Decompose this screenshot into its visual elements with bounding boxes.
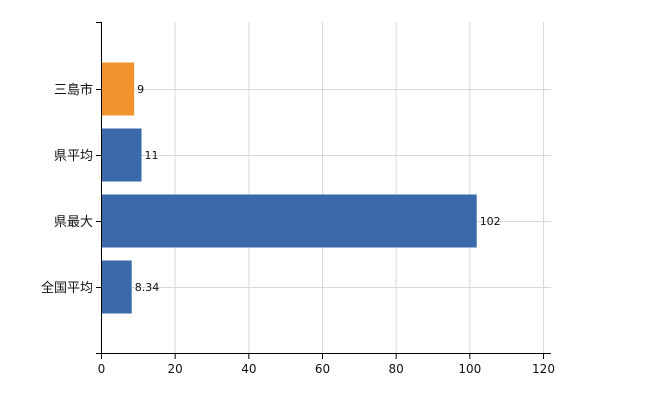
data-label: 102 [480,215,501,228]
x-tick-label: 40 [241,362,256,376]
bar [102,260,132,314]
x-tick-label: 80 [389,362,404,376]
bar [102,62,135,116]
bar [102,194,477,248]
bar [102,128,142,182]
axes [96,22,551,359]
x-tick-label: 60 [315,362,330,376]
x-tick-label: 0 [98,362,106,376]
data-label: 9 [137,83,144,96]
x-tick-label: 120 [532,362,555,376]
bars [102,62,477,314]
y-tick-label: 県平均 [54,149,93,164]
y-tick-label: 三島市 [54,82,93,98]
data-label: 8.34 [135,281,160,294]
x-tick-label: 20 [168,362,183,376]
grid-lines [101,22,551,353]
x-tick-label: 100 [458,362,481,376]
y-tick-label: 全国平均 [41,280,93,296]
data-label: 11 [145,149,159,162]
y-tick-label: 県最大 [54,215,93,230]
